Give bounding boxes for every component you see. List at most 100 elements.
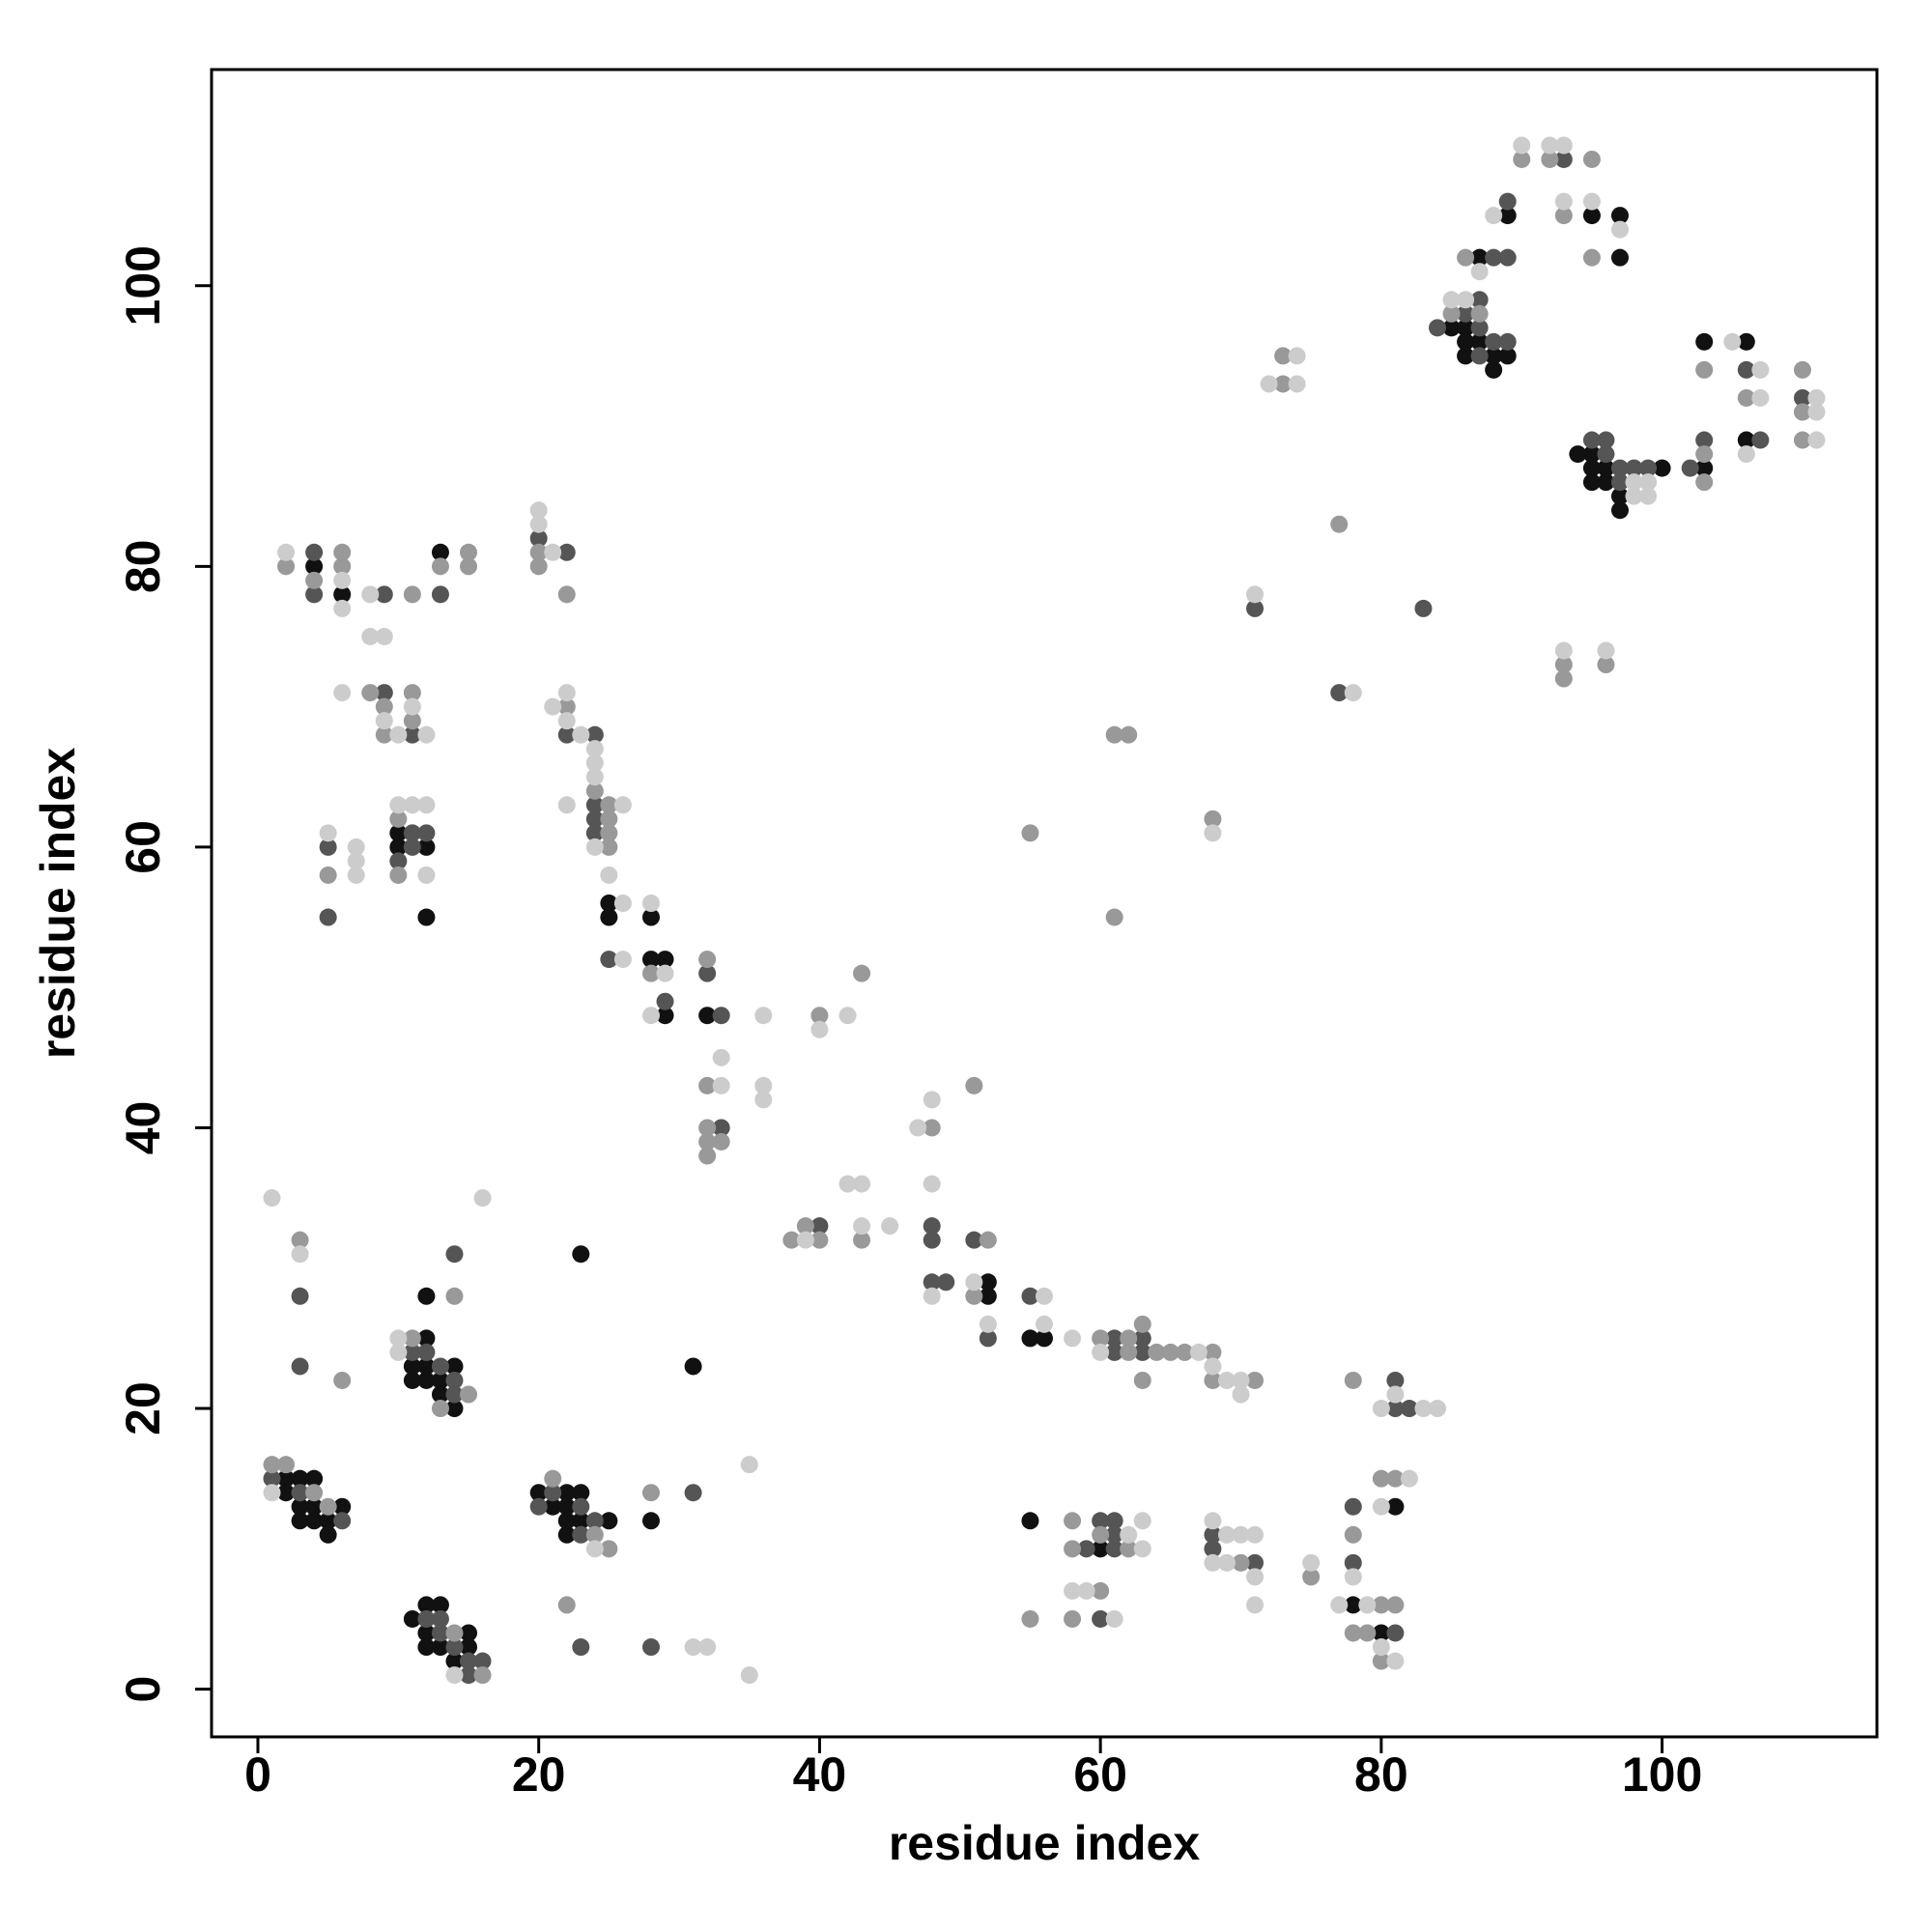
point [529, 529, 548, 548]
point [1414, 599, 1433, 617]
point [1246, 1371, 1264, 1389]
point [1274, 347, 1293, 365]
point [1204, 824, 1222, 842]
point [375, 697, 393, 716]
point [431, 1624, 449, 1642]
point [1470, 248, 1489, 267]
point [796, 1231, 814, 1249]
plot-frame [210, 68, 1879, 1739]
point [923, 1175, 941, 1193]
point [544, 1484, 562, 1502]
point [1120, 1329, 1138, 1348]
point [1610, 248, 1629, 267]
point [1597, 473, 1615, 492]
point [417, 1357, 436, 1376]
point [1751, 360, 1770, 379]
point [1232, 1525, 1250, 1544]
point [1105, 1343, 1123, 1361]
point [600, 1512, 618, 1530]
point [1442, 291, 1461, 309]
point [1092, 1609, 1110, 1628]
point [445, 1371, 464, 1389]
point [347, 866, 365, 884]
point [1554, 641, 1573, 660]
point [319, 1512, 337, 1530]
point [1133, 1371, 1151, 1389]
point [1176, 1343, 1194, 1361]
point [305, 1497, 324, 1516]
point [1077, 1540, 1095, 1558]
point [277, 557, 296, 576]
point [712, 1048, 730, 1066]
point [1246, 585, 1264, 604]
point [333, 1497, 352, 1516]
point [333, 1512, 352, 1530]
point [1105, 1540, 1123, 1558]
point [417, 1638, 436, 1657]
point [585, 1512, 604, 1530]
point [965, 1231, 983, 1249]
point [544, 697, 562, 716]
point [1470, 319, 1489, 337]
point [417, 838, 436, 856]
point [613, 796, 632, 814]
point [389, 810, 408, 828]
point [417, 796, 436, 814]
point [1470, 347, 1489, 365]
point [1133, 1512, 1151, 1530]
point [923, 1217, 941, 1236]
point [853, 1231, 871, 1249]
point [585, 740, 604, 758]
point [460, 557, 478, 576]
point [529, 1497, 548, 1516]
point [319, 1497, 337, 1516]
point [979, 1273, 997, 1292]
point [291, 1357, 309, 1376]
point [1597, 656, 1615, 674]
point [1120, 1540, 1138, 1558]
point [333, 543, 352, 561]
point [1470, 304, 1489, 323]
point [1204, 1525, 1222, 1544]
point [529, 1484, 548, 1502]
point [712, 1119, 730, 1137]
point [1695, 459, 1714, 477]
point [1344, 1553, 1362, 1572]
point [1807, 431, 1826, 449]
point [417, 1596, 436, 1614]
point [389, 796, 408, 814]
point [1457, 304, 1475, 323]
point [572, 725, 590, 744]
point [1021, 1512, 1039, 1530]
point [1021, 1609, 1039, 1628]
y-tick-label: 0 [116, 1676, 170, 1703]
point [684, 1484, 702, 1502]
point [291, 1231, 309, 1249]
point [291, 1484, 309, 1502]
point [1092, 1512, 1110, 1530]
point [557, 543, 576, 561]
point [1737, 445, 1755, 464]
point [1204, 1357, 1222, 1376]
point [1344, 1497, 1362, 1516]
point [417, 1609, 436, 1628]
point [333, 571, 352, 589]
point [698, 1147, 717, 1165]
point [1695, 445, 1714, 464]
point [403, 1609, 421, 1628]
point [656, 964, 674, 982]
point [1092, 1540, 1110, 1558]
point [1189, 1343, 1208, 1361]
point [740, 1666, 758, 1685]
x-tick-label: 80 [1354, 1747, 1408, 1802]
point [613, 951, 632, 969]
point [445, 1385, 464, 1404]
point [403, 838, 421, 856]
point [403, 824, 421, 842]
point [305, 1512, 324, 1530]
point [557, 1497, 576, 1516]
point [1288, 347, 1306, 365]
point [1092, 1525, 1110, 1544]
point [585, 725, 604, 744]
